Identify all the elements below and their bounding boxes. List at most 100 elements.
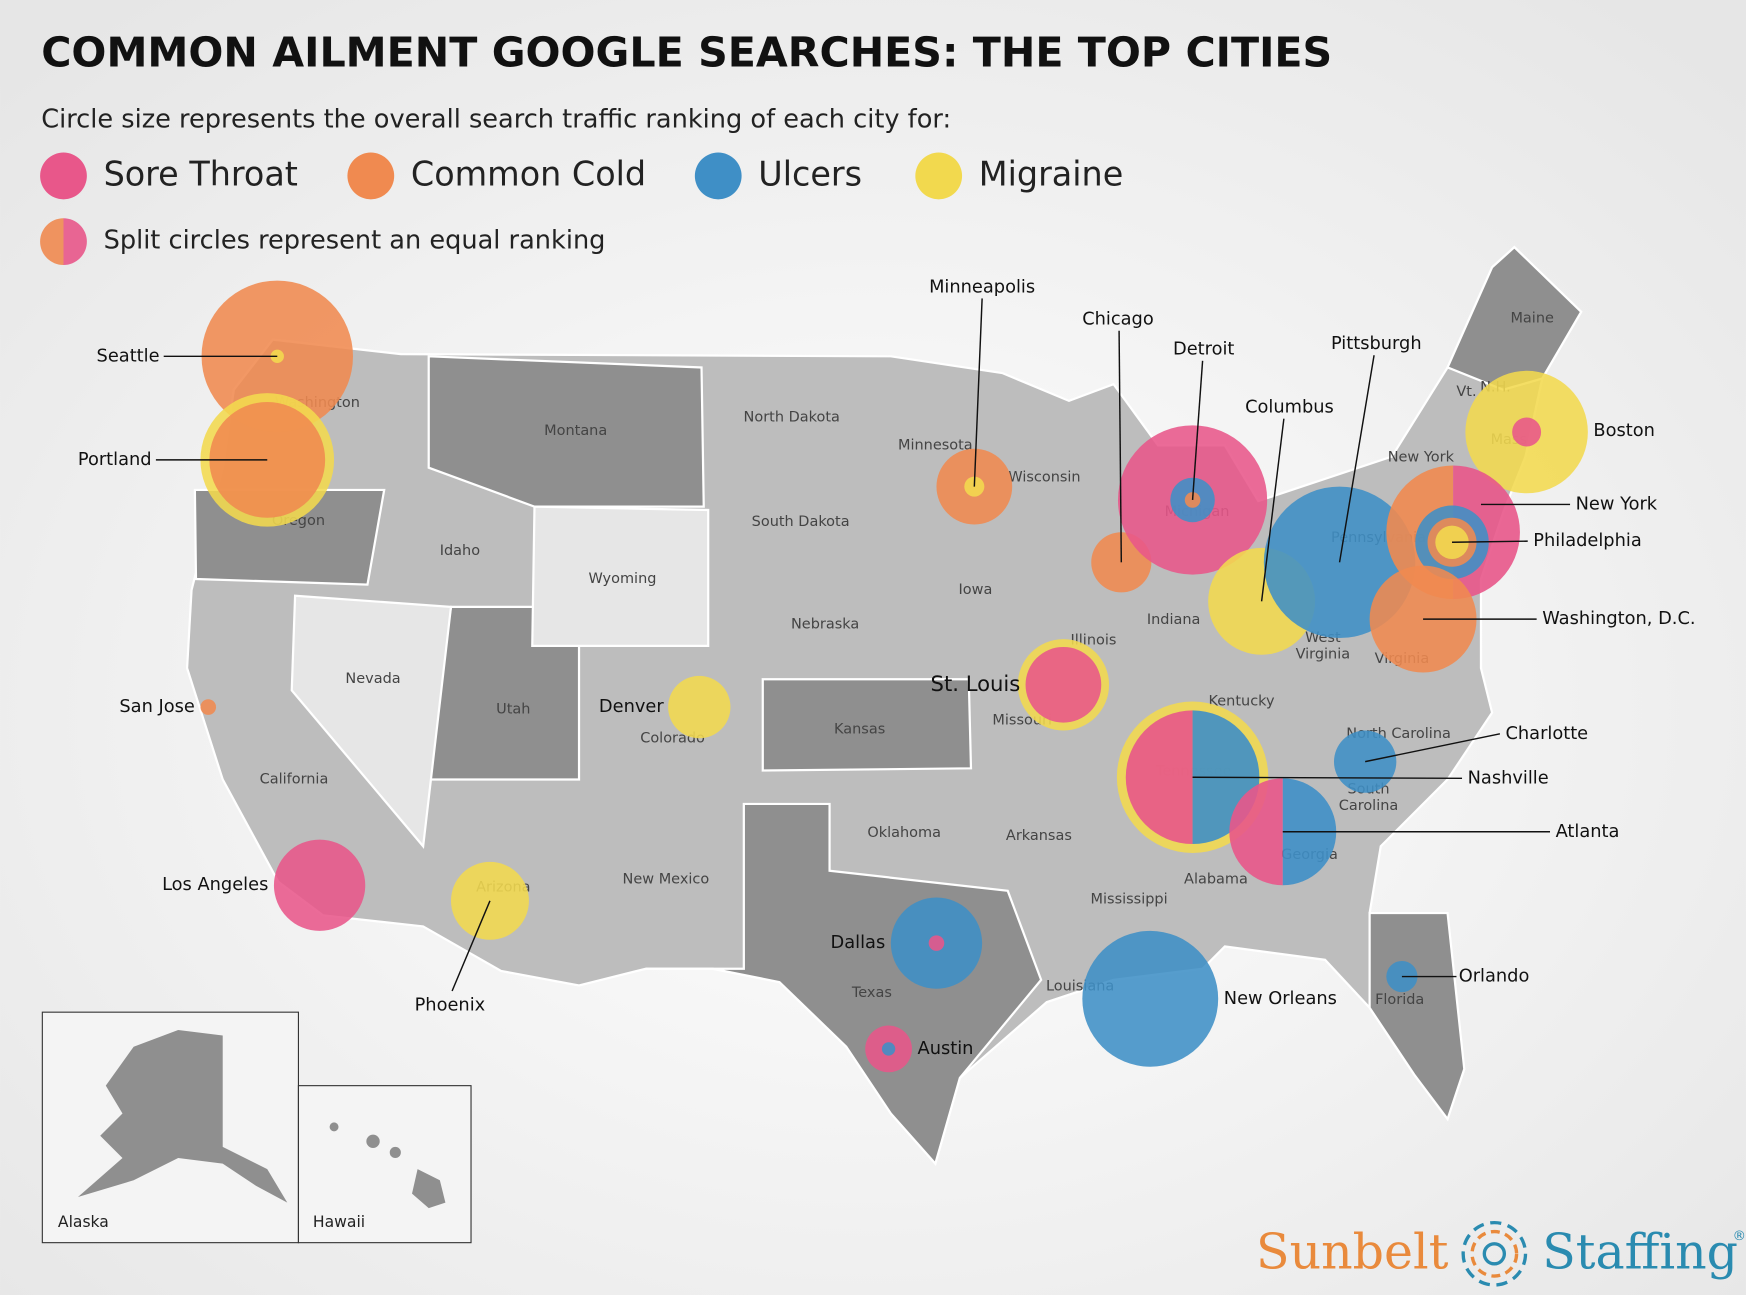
hawaii-box <box>297 1085 472 1244</box>
legend-label: Common Cold <box>411 154 646 193</box>
city-circle <box>928 935 945 951</box>
state-label: Wyoming <box>588 571 656 587</box>
state-label: Indiana <box>1147 612 1201 628</box>
city-label: Chicago <box>1082 309 1154 330</box>
city-circle <box>450 861 529 940</box>
state-label: South Dakota <box>752 514 850 530</box>
city-label: St. Louis <box>931 671 1021 696</box>
state-label: Minnesota <box>898 437 973 453</box>
state-label: New York <box>1388 450 1455 466</box>
state-label-line: Carolina <box>1339 798 1399 814</box>
state-shape <box>645 802 1043 1166</box>
logo: Sunbelt Staffing ® <box>1256 1220 1746 1287</box>
legend-swatch <box>347 152 395 200</box>
state-label: Montana <box>544 423 607 439</box>
state-shape <box>290 594 453 849</box>
city-label: Denver <box>599 696 664 717</box>
state-shape <box>427 355 705 508</box>
state-label: Nevada <box>345 671 400 687</box>
state-label: Kentucky <box>1209 694 1276 710</box>
state-label: Oklahoma <box>867 825 941 841</box>
state-label: Alabama <box>1184 872 1248 888</box>
leader-line <box>1338 355 1375 563</box>
hawaii-shape <box>412 1169 446 1209</box>
city-label: Pittsburgh <box>1331 333 1422 354</box>
hawaii-island <box>329 1122 339 1132</box>
inset-label: Alaska <box>58 1213 109 1231</box>
state-label: California <box>260 771 329 787</box>
city-label: Philadelphia <box>1533 530 1641 551</box>
state-label: Kansas <box>834 721 885 737</box>
state-label-line: Virginia <box>1296 647 1351 663</box>
logo-mark: ® <box>1733 1229 1746 1244</box>
logo-swirl <box>1461 1220 1528 1287</box>
city-label: Seattle <box>97 345 160 366</box>
state-shape <box>761 678 973 772</box>
city-label: Detroit <box>1173 339 1234 360</box>
inset-label: Hawaii <box>313 1213 365 1231</box>
state-label: Mississippi <box>1091 892 1168 908</box>
insets: Alaska Hawaii <box>41 1011 472 1244</box>
city-circle <box>270 349 284 364</box>
leader-line <box>1192 776 1463 780</box>
city-label: Dallas <box>831 932 886 953</box>
legend-label: Ulcers <box>758 154 862 193</box>
state-label: Iowa <box>959 582 993 598</box>
leader-line <box>1191 360 1204 501</box>
split-half <box>40 218 64 266</box>
leader-line <box>1452 540 1528 543</box>
state-label: Maine <box>1510 310 1554 326</box>
hawaii-island <box>389 1146 401 1159</box>
city-labels: Seattle Portland Minneapolis Chicago Detroit… <box>78 276 1696 1059</box>
state-label: West Virginia <box>1296 630 1351 663</box>
city-label: Charlotte <box>1505 723 1588 744</box>
leader-line <box>973 298 983 487</box>
alaska-shape <box>77 1029 288 1203</box>
state-label: Vt. <box>1456 384 1476 400</box>
city-circle <box>668 675 731 739</box>
city-label: San Jose <box>119 696 195 717</box>
state-label: Arkansas <box>1006 828 1072 844</box>
city-circle <box>881 1042 896 1056</box>
logo-left: Sunbelt <box>1256 1224 1449 1281</box>
legend-label: Migraine <box>979 154 1123 193</box>
city-label: New York <box>1576 493 1658 514</box>
city-label: Portland <box>78 449 152 470</box>
leader-line <box>1118 330 1123 563</box>
city-circle <box>1512 417 1542 447</box>
city-label: Atlanta <box>1556 821 1620 842</box>
city-label: Los Angeles <box>162 874 268 895</box>
city-label: Nashville <box>1468 767 1549 788</box>
split-half <box>1125 710 1193 845</box>
legend-swatch <box>915 152 963 200</box>
split-note: Split circles represent an equal ranking <box>104 226 606 256</box>
logo-right: Staffing <box>1542 1224 1738 1281</box>
city-label: New Orleans <box>1224 988 1337 1009</box>
state-label: Florida <box>1375 992 1424 1008</box>
city-label: Orlando <box>1459 966 1530 987</box>
legend-swatch <box>694 152 742 200</box>
state-label: Idaho <box>440 543 480 559</box>
legend-swatch <box>40 152 87 200</box>
leader-line <box>451 900 491 992</box>
state-label: Utah <box>496 701 530 717</box>
state-label: New Mexico <box>623 872 710 888</box>
leader-line <box>1260 418 1285 602</box>
state-label: Texas <box>851 985 892 1001</box>
city-circle <box>273 839 366 931</box>
city-label: Austin <box>918 1038 974 1059</box>
legend-label: Sore Throat <box>104 154 298 193</box>
split-half <box>63 218 87 266</box>
leader-line <box>1365 733 1501 763</box>
city-label: Washington, D.C. <box>1542 608 1695 629</box>
city-circle <box>200 699 217 715</box>
state-shape <box>531 505 710 647</box>
city-label: Phoenix <box>415 994 486 1015</box>
split-half <box>1229 778 1283 886</box>
hawaii-island <box>366 1134 380 1149</box>
city-circle <box>1082 930 1219 1067</box>
city-circle <box>1025 646 1102 723</box>
city-label: Minneapolis <box>929 276 1035 297</box>
